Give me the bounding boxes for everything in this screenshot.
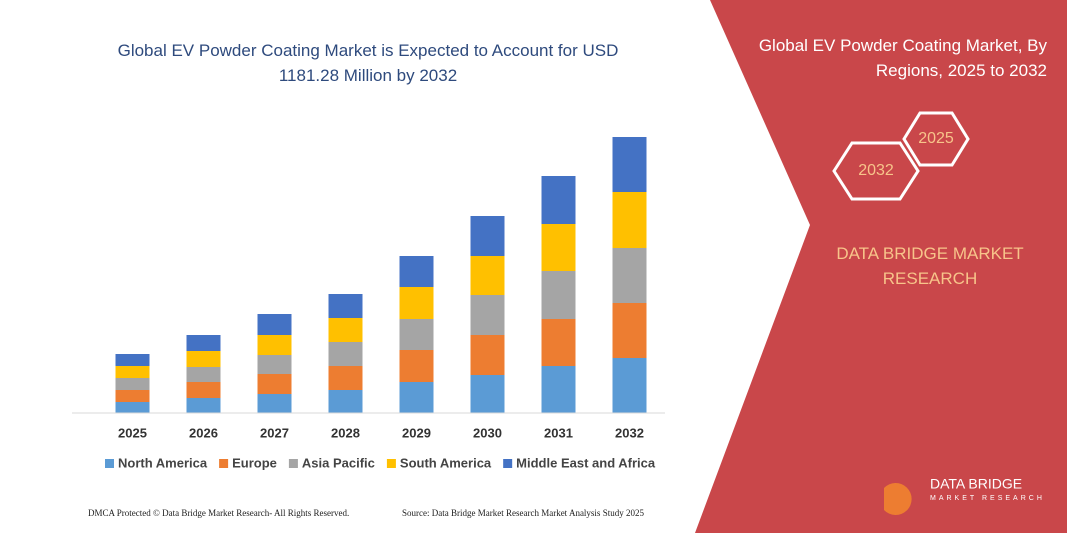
bar-segment	[115, 354, 150, 366]
panel-title: Global EV Powder Coating Market, By Regi…	[758, 36, 1047, 80]
bar-segment	[328, 390, 363, 413]
legend-label: Middle East and Africa	[516, 455, 656, 470]
bar-segment	[612, 248, 647, 303]
bar-segment	[257, 394, 292, 413]
bar-segment	[328, 342, 363, 366]
bar-segment	[328, 294, 363, 318]
bar-segment	[257, 314, 292, 335]
bar-segment	[470, 216, 505, 256]
logo-mark	[884, 470, 912, 515]
bar-segment	[257, 335, 292, 355]
bar-segment	[399, 350, 434, 382]
x-tick-label: 2028	[331, 425, 360, 440]
footer-right: Source: Data Bridge Market Research Mark…	[402, 508, 644, 518]
x-tick-label: 2026	[189, 425, 218, 440]
bar-segment	[470, 295, 505, 335]
bar-segment	[541, 366, 576, 413]
legend-label: Asia Pacific	[302, 455, 375, 470]
bar-segment	[115, 378, 150, 390]
bar-segment	[541, 271, 576, 319]
x-tick-label: 2030	[473, 425, 502, 440]
bar-segment	[186, 367, 221, 382]
bar-segment	[399, 256, 434, 287]
bar-segment	[399, 382, 434, 413]
chart-title: Global EV Powder Coating Market is Expec…	[117, 41, 619, 85]
bar-segment	[399, 287, 434, 319]
bar-segment	[186, 382, 221, 398]
legend-swatch	[503, 459, 513, 468]
side-panel	[695, 0, 1067, 533]
brand-text: DATA BRIDGE MARKET RESEARCH	[836, 244, 1024, 288]
legend-swatch	[386, 459, 396, 468]
bar-segment	[612, 358, 647, 413]
hexagon	[832, 141, 920, 201]
bar-segment	[541, 319, 576, 366]
bar-segment	[186, 351, 221, 367]
bar-segment	[541, 176, 576, 224]
logo-text: DATA BRIDGE	[930, 476, 1022, 492]
hexagon-label: 2025	[918, 130, 954, 147]
x-tick-label: 2032	[615, 425, 644, 440]
legend-label: South America	[400, 455, 492, 470]
bar-segment	[541, 224, 576, 271]
legend-swatch	[105, 459, 114, 468]
footer-left: DMCA Protected © Data Bridge Market Rese…	[88, 508, 350, 518]
bar-segment	[186, 398, 221, 413]
bar-segment	[257, 355, 292, 374]
hexagon	[902, 111, 970, 167]
bar-segment	[186, 335, 221, 351]
legend-swatch	[219, 459, 229, 468]
x-tick-label: 2031	[544, 425, 573, 440]
bar-segment	[328, 318, 363, 342]
bar-segment	[612, 192, 647, 248]
bar-segment	[115, 366, 150, 378]
x-tick-label: 2029	[402, 425, 431, 440]
x-tick-label: 2027	[260, 425, 289, 440]
x-tick-label: 2025	[118, 425, 147, 440]
legend-label: North America	[118, 455, 208, 470]
bar-segment	[328, 366, 363, 390]
bar-segment	[612, 303, 647, 358]
bar-segment	[612, 137, 647, 192]
bar-segment	[470, 256, 505, 295]
bar-segment	[115, 402, 150, 413]
bar-segment	[470, 375, 505, 413]
bar-segment	[115, 390, 150, 402]
bar-segment	[399, 319, 434, 350]
legend-label: Europe	[232, 455, 277, 470]
hexagon-label: 2032	[858, 162, 894, 179]
bar-segment	[257, 374, 292, 394]
legend-swatch	[288, 459, 298, 468]
bar-segment	[470, 335, 505, 375]
logo-subtext: MARKET RESEARCH	[930, 495, 1045, 502]
